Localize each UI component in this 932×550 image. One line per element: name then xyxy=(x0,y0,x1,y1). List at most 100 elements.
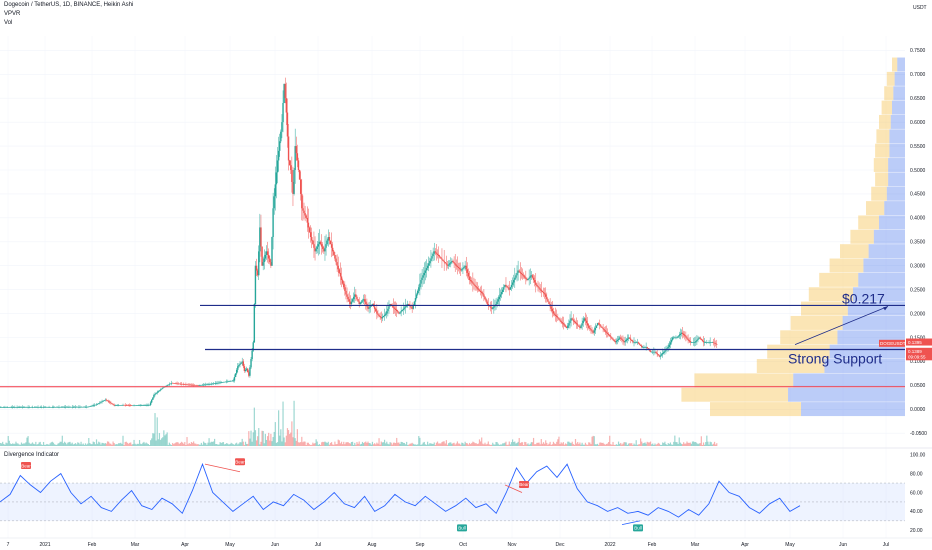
volume-indicator-label[interactable]: Vol xyxy=(4,20,13,26)
candle-body xyxy=(543,293,546,295)
candle-body xyxy=(554,314,557,316)
candle-body xyxy=(382,315,385,318)
candle-body xyxy=(357,299,359,302)
candle-body xyxy=(139,405,142,406)
volume-bar xyxy=(528,444,530,446)
volume-profile-up-bar xyxy=(868,244,905,259)
volume-bar xyxy=(396,437,398,446)
volume-bar xyxy=(431,443,433,446)
volume-bar xyxy=(46,443,48,446)
candle-body xyxy=(680,332,683,334)
volume-bar xyxy=(262,430,264,446)
volume-bar xyxy=(609,435,611,446)
candle-body xyxy=(200,384,203,386)
volume-profile-up-bar xyxy=(884,201,905,216)
candle-body xyxy=(158,390,161,392)
price-tick-label: 0.3500 xyxy=(910,240,926,246)
candle-body xyxy=(620,337,622,339)
volume-bar xyxy=(359,444,361,446)
oscillator-line xyxy=(0,462,801,518)
candle-body xyxy=(69,406,71,408)
volume-bar xyxy=(540,439,542,446)
candle-body xyxy=(245,368,248,370)
volume-bar xyxy=(551,444,553,446)
volume-bar xyxy=(163,430,165,446)
volume-bar xyxy=(318,444,321,446)
candle-body xyxy=(126,405,129,406)
candle-body xyxy=(407,304,409,306)
volume-bar xyxy=(684,443,686,446)
candle-body xyxy=(572,319,574,321)
candle-body xyxy=(582,320,584,324)
candle-body xyxy=(51,407,54,408)
candle-body xyxy=(596,323,599,326)
candle-body xyxy=(211,383,214,385)
candle-body xyxy=(707,342,709,343)
candle-body xyxy=(265,251,268,255)
volume-bar xyxy=(258,428,260,446)
volume-bar xyxy=(125,441,127,446)
bear-signal-bg xyxy=(519,480,529,488)
candle-body xyxy=(146,405,148,406)
candle-body xyxy=(404,306,407,308)
volume-bar xyxy=(626,444,628,446)
candle-body xyxy=(612,338,614,340)
volume-bar xyxy=(173,444,175,446)
candle-body xyxy=(458,268,461,270)
volume-bar xyxy=(338,440,340,446)
volume-bar xyxy=(8,440,10,446)
volume-bar xyxy=(188,442,190,446)
candle-body xyxy=(539,288,541,290)
volume-bar xyxy=(278,410,280,446)
volume-bar xyxy=(506,444,508,446)
candle-body xyxy=(430,258,432,261)
volume-bar xyxy=(383,439,386,446)
volume-bar xyxy=(380,441,382,446)
volume-bar xyxy=(133,439,135,446)
candle-body xyxy=(135,405,137,407)
candle-body xyxy=(711,342,714,343)
candle-body xyxy=(627,337,630,339)
volume-bar xyxy=(665,444,667,446)
volume-bar xyxy=(52,442,55,446)
candle-body xyxy=(103,400,105,401)
candle-body xyxy=(379,315,381,318)
candle-body xyxy=(80,406,82,408)
volume-bar xyxy=(580,444,582,446)
candle-body xyxy=(67,406,69,408)
volume-bar xyxy=(464,441,466,446)
candles xyxy=(0,77,718,409)
candle-body xyxy=(287,136,290,161)
candle-body xyxy=(525,277,527,279)
volume-bar xyxy=(492,442,494,446)
volume-bar xyxy=(473,442,475,446)
volume-bar xyxy=(715,444,717,446)
candle-body xyxy=(98,403,100,404)
volume-bar xyxy=(636,444,638,446)
volume-bar xyxy=(113,443,115,446)
vpvr-indicator-label[interactable]: VPVR xyxy=(4,11,21,17)
candle-body xyxy=(581,323,583,326)
candle-body xyxy=(107,401,110,402)
candle-body xyxy=(603,329,605,331)
candle-body xyxy=(710,342,712,343)
volume-bar xyxy=(382,442,385,446)
candle-body xyxy=(408,304,410,306)
volume-bar xyxy=(611,444,613,446)
candle-body xyxy=(102,400,104,402)
candle-body xyxy=(696,339,698,342)
candle-body xyxy=(189,384,192,386)
volume-bar xyxy=(432,443,434,446)
volume-bar xyxy=(659,444,662,446)
candle-body xyxy=(141,405,143,406)
candle-body xyxy=(341,280,344,284)
volume-bar xyxy=(138,440,141,446)
candle-body xyxy=(288,160,291,166)
candle-body xyxy=(638,343,641,345)
candle-body xyxy=(499,294,502,297)
price-tick-label: 0.2000 xyxy=(910,311,926,317)
candle-body xyxy=(450,262,452,264)
candle-body xyxy=(77,406,79,408)
volume-bar xyxy=(16,443,18,446)
